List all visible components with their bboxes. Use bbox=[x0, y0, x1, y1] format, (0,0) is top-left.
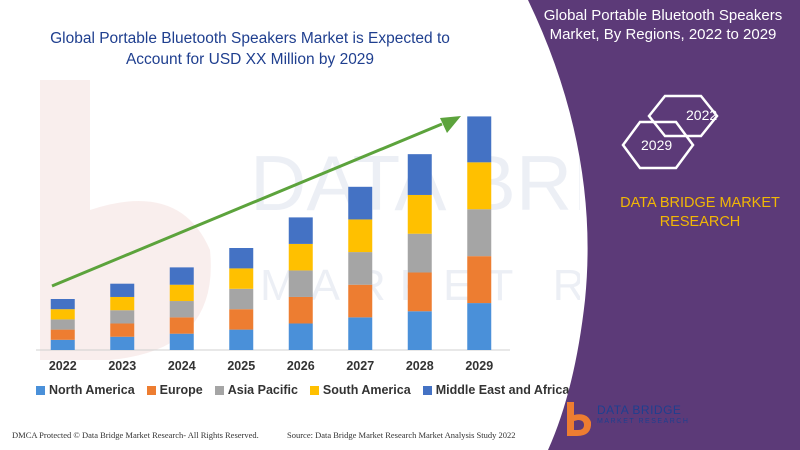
bar-2022-europe bbox=[50, 329, 75, 340]
bar-2029-middle-east-and-africa bbox=[467, 116, 492, 163]
bar-2028-north-america bbox=[407, 311, 432, 350]
bar-2026-asia-pacific bbox=[288, 270, 313, 297]
bar-2029-europe bbox=[467, 256, 492, 304]
bar-2026-north-america bbox=[288, 323, 313, 350]
bar-2025-europe bbox=[229, 309, 254, 330]
bar-2024-middle-east-and-africa bbox=[169, 267, 194, 285]
bar-2029-asia-pacific bbox=[467, 209, 492, 257]
logo-name: DATA BRIDGE bbox=[597, 403, 682, 417]
bar-2024-south-america bbox=[169, 284, 194, 302]
bar-2027-middle-east-and-africa bbox=[348, 186, 373, 220]
hexagon-label-2029: 2029 bbox=[641, 137, 673, 153]
x-tick-label-2027: 2027 bbox=[346, 359, 374, 373]
bar-2027-north-america bbox=[348, 317, 373, 350]
legend-swatch bbox=[146, 385, 156, 395]
bar-2026-middle-east-and-africa bbox=[288, 217, 313, 244]
company-logo-icon bbox=[567, 402, 592, 436]
bar-2022-north-america bbox=[50, 339, 75, 350]
x-tick-label-2022: 2022 bbox=[49, 359, 77, 373]
trend-arrow-line bbox=[51, 122, 443, 288]
bar-2023-middle-east-and-africa bbox=[110, 283, 135, 297]
bar-2029-south-america bbox=[467, 162, 492, 210]
legend-item-europe: Europe bbox=[146, 383, 203, 397]
bar-2027-europe bbox=[348, 284, 373, 318]
legend-swatch bbox=[309, 385, 319, 395]
bar-2025-north-america bbox=[229, 329, 254, 350]
chart-area: 2022 2023 2024 2025 2026 2027 2028 2029 bbox=[36, 116, 510, 373]
right-panel-title: Global Portable Bluetooth Speakers Marke… bbox=[543, 7, 783, 43]
bar-2022-middle-east-and-africa bbox=[50, 299, 75, 310]
x-tick-label-2023: 2023 bbox=[108, 359, 136, 373]
bar-2027-asia-pacific bbox=[348, 252, 373, 285]
legend-swatch bbox=[214, 385, 224, 395]
hexagon-label-2022: 2022 bbox=[686, 107, 718, 123]
x-tick-label-2029: 2029 bbox=[465, 359, 493, 373]
bar-2029-north-america bbox=[467, 303, 492, 350]
bar-2023-north-america bbox=[110, 336, 135, 350]
legend-label: Asia Pacific bbox=[227, 383, 298, 397]
bar-2025-middle-east-and-africa bbox=[229, 248, 254, 269]
x-tick-label-2025: 2025 bbox=[227, 359, 255, 373]
legend-label: South America bbox=[322, 383, 411, 397]
legend-label: Middle East and Africa bbox=[435, 383, 570, 397]
x-tick-label-2024: 2024 bbox=[168, 359, 196, 373]
bar-2024-europe bbox=[169, 317, 194, 334]
bar-2028-middle-east-and-africa bbox=[407, 154, 432, 195]
bar-2025-south-america bbox=[229, 268, 254, 289]
company-name: DATA BRIDGE MARKET RESEARCH bbox=[620, 195, 780, 230]
bar-2026-south-america bbox=[288, 243, 313, 271]
x-tick-label-2028: 2028 bbox=[406, 359, 434, 373]
bar-2023-asia-pacific bbox=[110, 310, 135, 324]
x-tick-label-2026: 2026 bbox=[287, 359, 315, 373]
legend-item-south-america: South America bbox=[309, 383, 411, 397]
trend-arrow-head-icon bbox=[440, 116, 461, 133]
footer-copyright: DMCA Protected © Data Bridge Market Rese… bbox=[12, 430, 259, 440]
legend-item-north-america: North America bbox=[36, 383, 135, 397]
bar-2028-europe bbox=[407, 272, 432, 312]
legend-item-middle-east-and-africa: Middle East and Africa bbox=[422, 383, 570, 397]
bar-2026-europe bbox=[288, 296, 313, 324]
chart-title: Global Portable Bluetooth Speakers Marke… bbox=[50, 30, 450, 68]
bar-2022-asia-pacific bbox=[50, 319, 75, 330]
bar-2025-asia-pacific bbox=[229, 288, 254, 310]
logo-tagline: MARKET RESEARCH bbox=[597, 418, 690, 425]
legend-swatch bbox=[422, 385, 432, 395]
bar-2024-asia-pacific bbox=[169, 301, 194, 318]
bar-2028-south-america bbox=[407, 194, 432, 234]
legend-label: Europe bbox=[159, 383, 203, 397]
chart-legend: North America Europe Asia Pacific South Ame… bbox=[36, 383, 569, 397]
legend-label: North America bbox=[49, 383, 135, 397]
legend-swatch bbox=[36, 385, 45, 395]
bar-2028-asia-pacific bbox=[407, 233, 432, 273]
bar-2023-europe bbox=[110, 323, 135, 337]
bar-2024-north-america bbox=[169, 333, 194, 350]
footer-source: Source: Data Bridge Market Research Mark… bbox=[287, 430, 516, 440]
bar-2022-south-america bbox=[50, 309, 75, 320]
bar-2027-south-america bbox=[348, 219, 373, 253]
legend-item-asia-pacific: Asia Pacific bbox=[214, 383, 298, 397]
bar-2023-south-america bbox=[110, 296, 135, 311]
